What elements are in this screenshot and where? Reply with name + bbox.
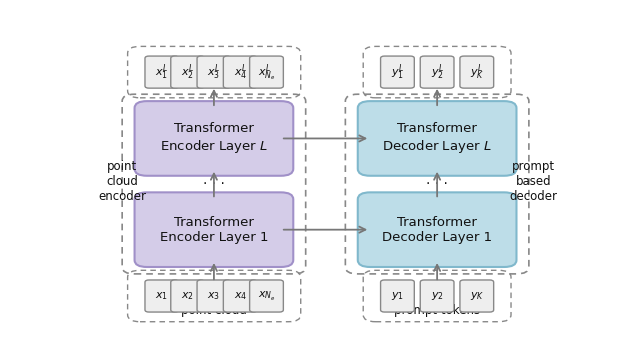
Text: point cloud: point cloud	[181, 304, 247, 317]
Text: $y_1^L$: $y_1^L$	[391, 62, 404, 82]
Text: · · ·: · · ·	[426, 177, 448, 191]
Text: prompt tokens: prompt tokens	[394, 304, 480, 317]
Text: Transformer
Encoder Layer $L$: Transformer Encoder Layer $L$	[160, 122, 268, 155]
Text: $y_K$: $y_K$	[470, 290, 484, 302]
Text: point
cloud
encoder: point cloud encoder	[98, 160, 146, 203]
Text: $x_{N_e}^L$: $x_{N_e}^L$	[258, 62, 275, 83]
FancyBboxPatch shape	[250, 56, 284, 88]
FancyBboxPatch shape	[145, 280, 179, 312]
Text: $x_3^L$: $x_3^L$	[207, 62, 221, 82]
FancyBboxPatch shape	[358, 101, 516, 176]
Text: Transformer
Decoder Layer $L$: Transformer Decoder Layer $L$	[382, 122, 492, 155]
FancyBboxPatch shape	[381, 56, 414, 88]
FancyBboxPatch shape	[197, 280, 231, 312]
Text: $x_1^L$: $x_1^L$	[156, 62, 168, 82]
FancyBboxPatch shape	[460, 56, 493, 88]
Text: $x_4$: $x_4$	[234, 290, 247, 302]
FancyBboxPatch shape	[420, 280, 454, 312]
FancyBboxPatch shape	[134, 192, 293, 267]
Text: $x_2$: $x_2$	[181, 290, 194, 302]
FancyBboxPatch shape	[171, 280, 205, 312]
FancyBboxPatch shape	[381, 280, 414, 312]
FancyBboxPatch shape	[358, 192, 516, 267]
Text: $x_{N_e}$: $x_{N_e}$	[258, 289, 275, 303]
Text: $y_2$: $y_2$	[431, 290, 444, 302]
Text: $x_3$: $x_3$	[207, 290, 220, 302]
Text: $x_4^L$: $x_4^L$	[234, 62, 247, 82]
Text: Transformer
Decoder Layer 1: Transformer Decoder Layer 1	[382, 216, 492, 244]
Text: Transformer
Encoder Layer 1: Transformer Encoder Layer 1	[159, 216, 268, 244]
FancyBboxPatch shape	[223, 280, 257, 312]
FancyBboxPatch shape	[250, 280, 284, 312]
FancyBboxPatch shape	[420, 56, 454, 88]
Text: $x_1$: $x_1$	[156, 290, 168, 302]
FancyBboxPatch shape	[197, 56, 231, 88]
FancyBboxPatch shape	[145, 56, 179, 88]
Text: $y_K^L$: $y_K^L$	[470, 62, 484, 82]
Text: · · ·: · · ·	[203, 177, 225, 191]
Text: $y_2^L$: $y_2^L$	[431, 62, 444, 82]
FancyBboxPatch shape	[134, 101, 293, 176]
FancyBboxPatch shape	[460, 280, 493, 312]
Text: prompt
based
decoder: prompt based decoder	[510, 160, 558, 203]
Text: $x_2^L$: $x_2^L$	[181, 62, 194, 82]
Text: $y_1$: $y_1$	[391, 290, 404, 302]
FancyBboxPatch shape	[223, 56, 257, 88]
FancyBboxPatch shape	[171, 56, 205, 88]
